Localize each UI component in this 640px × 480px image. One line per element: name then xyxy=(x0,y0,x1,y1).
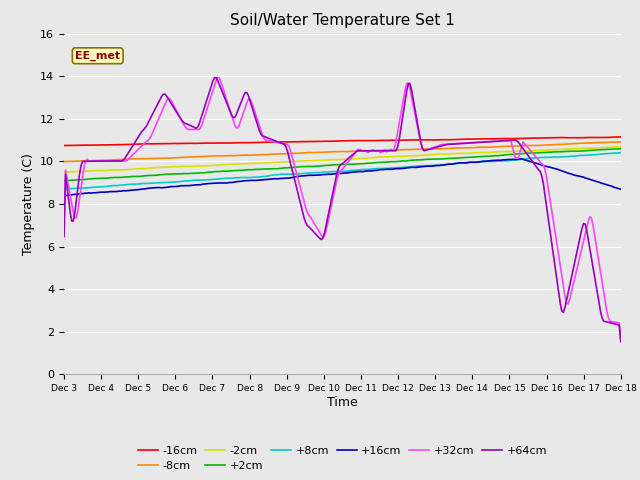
-16cm xyxy=(588,134,595,140)
-16cm xyxy=(130,142,138,147)
+2cm xyxy=(244,167,252,173)
+64cm xyxy=(212,74,220,80)
+2cm xyxy=(303,164,311,169)
+2cm xyxy=(586,147,594,153)
+8cm xyxy=(226,175,234,181)
-16cm xyxy=(246,140,254,145)
Title: Soil/Water Temperature Set 1: Soil/Water Temperature Set 1 xyxy=(230,13,455,28)
+16cm xyxy=(226,180,234,185)
-8cm xyxy=(226,153,234,158)
+2cm xyxy=(60,178,68,183)
+32cm xyxy=(214,75,221,81)
+8cm xyxy=(60,186,68,192)
Text: EE_met: EE_met xyxy=(75,51,120,61)
-2cm xyxy=(586,145,594,151)
Line: +16cm: +16cm xyxy=(64,159,621,196)
+2cm xyxy=(129,174,136,180)
-8cm xyxy=(303,150,311,156)
Line: -16cm: -16cm xyxy=(64,137,621,145)
Line: +64cm: +64cm xyxy=(64,77,621,342)
-16cm xyxy=(617,134,625,140)
-16cm xyxy=(60,143,68,148)
-8cm xyxy=(254,152,262,158)
-2cm xyxy=(254,160,262,166)
-2cm xyxy=(303,158,311,164)
-2cm xyxy=(244,161,252,167)
+2cm xyxy=(226,168,234,174)
Legend: -16cm, -8cm, -2cm, +2cm, +8cm, +16cm, +32cm, +64cm: -16cm, -8cm, -2cm, +2cm, +8cm, +16cm, +3… xyxy=(134,441,551,476)
+64cm xyxy=(588,254,595,260)
+16cm xyxy=(518,156,525,162)
-8cm xyxy=(244,152,252,158)
Line: +2cm: +2cm xyxy=(64,149,621,180)
+32cm xyxy=(129,153,136,158)
+2cm xyxy=(254,167,262,172)
-16cm xyxy=(305,139,313,144)
-8cm xyxy=(60,159,68,165)
Line: +8cm: +8cm xyxy=(64,153,621,189)
+32cm xyxy=(60,232,68,238)
+16cm xyxy=(617,186,625,192)
+16cm xyxy=(303,173,311,179)
+2cm xyxy=(617,146,625,152)
+8cm xyxy=(303,170,311,176)
-8cm xyxy=(617,139,625,145)
+8cm xyxy=(254,174,262,180)
Line: -8cm: -8cm xyxy=(64,142,621,162)
+32cm xyxy=(588,215,595,221)
Line: +32cm: +32cm xyxy=(64,78,621,340)
+32cm xyxy=(255,123,263,129)
-2cm xyxy=(60,169,68,175)
+32cm xyxy=(246,96,254,102)
+64cm xyxy=(305,224,313,230)
+32cm xyxy=(617,337,625,343)
+32cm xyxy=(305,213,313,218)
+8cm xyxy=(244,175,252,180)
+64cm xyxy=(60,234,68,240)
+64cm xyxy=(246,98,254,104)
+8cm xyxy=(617,150,625,156)
-16cm xyxy=(255,140,263,145)
+64cm xyxy=(255,128,263,134)
-8cm xyxy=(586,140,594,146)
+16cm xyxy=(254,178,262,183)
+16cm xyxy=(129,187,136,193)
-2cm xyxy=(129,167,136,172)
-2cm xyxy=(617,144,625,149)
+8cm xyxy=(129,181,136,187)
-16cm xyxy=(61,143,69,148)
+64cm xyxy=(617,339,625,345)
-2cm xyxy=(226,161,234,167)
-16cm xyxy=(228,140,236,146)
+32cm xyxy=(228,112,236,118)
+16cm xyxy=(588,177,595,183)
+16cm xyxy=(60,193,68,199)
+8cm xyxy=(586,152,594,158)
-8cm xyxy=(129,156,136,162)
Line: -2cm: -2cm xyxy=(64,146,621,172)
+64cm xyxy=(129,144,136,150)
+16cm xyxy=(244,178,252,183)
X-axis label: Time: Time xyxy=(327,396,358,409)
Y-axis label: Temperature (C): Temperature (C) xyxy=(22,153,35,255)
+64cm xyxy=(228,112,236,118)
